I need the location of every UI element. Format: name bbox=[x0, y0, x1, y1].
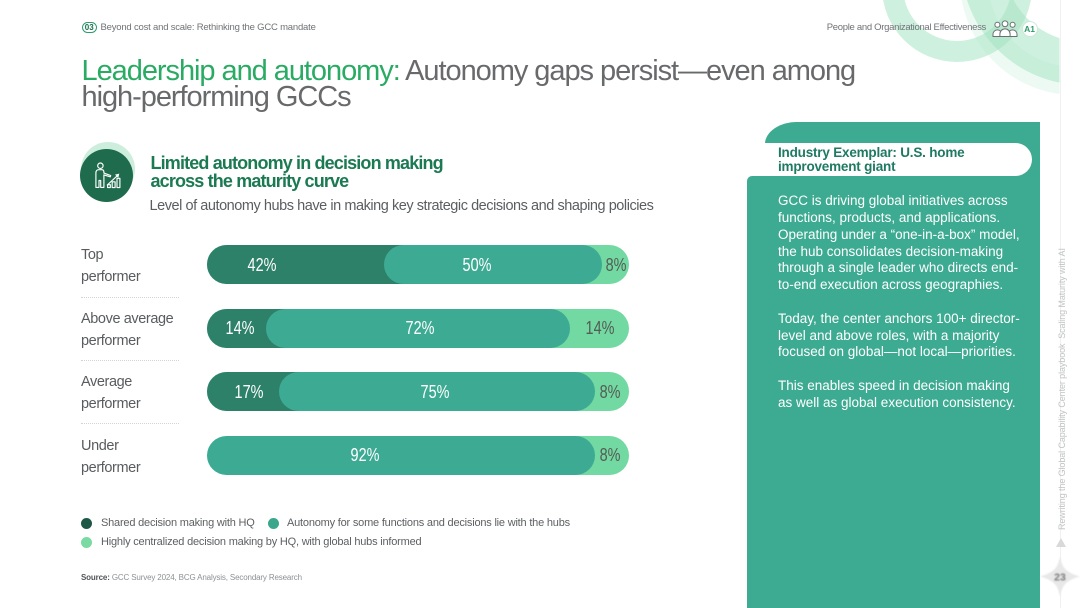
svg-text:23: 23 bbox=[1054, 572, 1066, 584]
